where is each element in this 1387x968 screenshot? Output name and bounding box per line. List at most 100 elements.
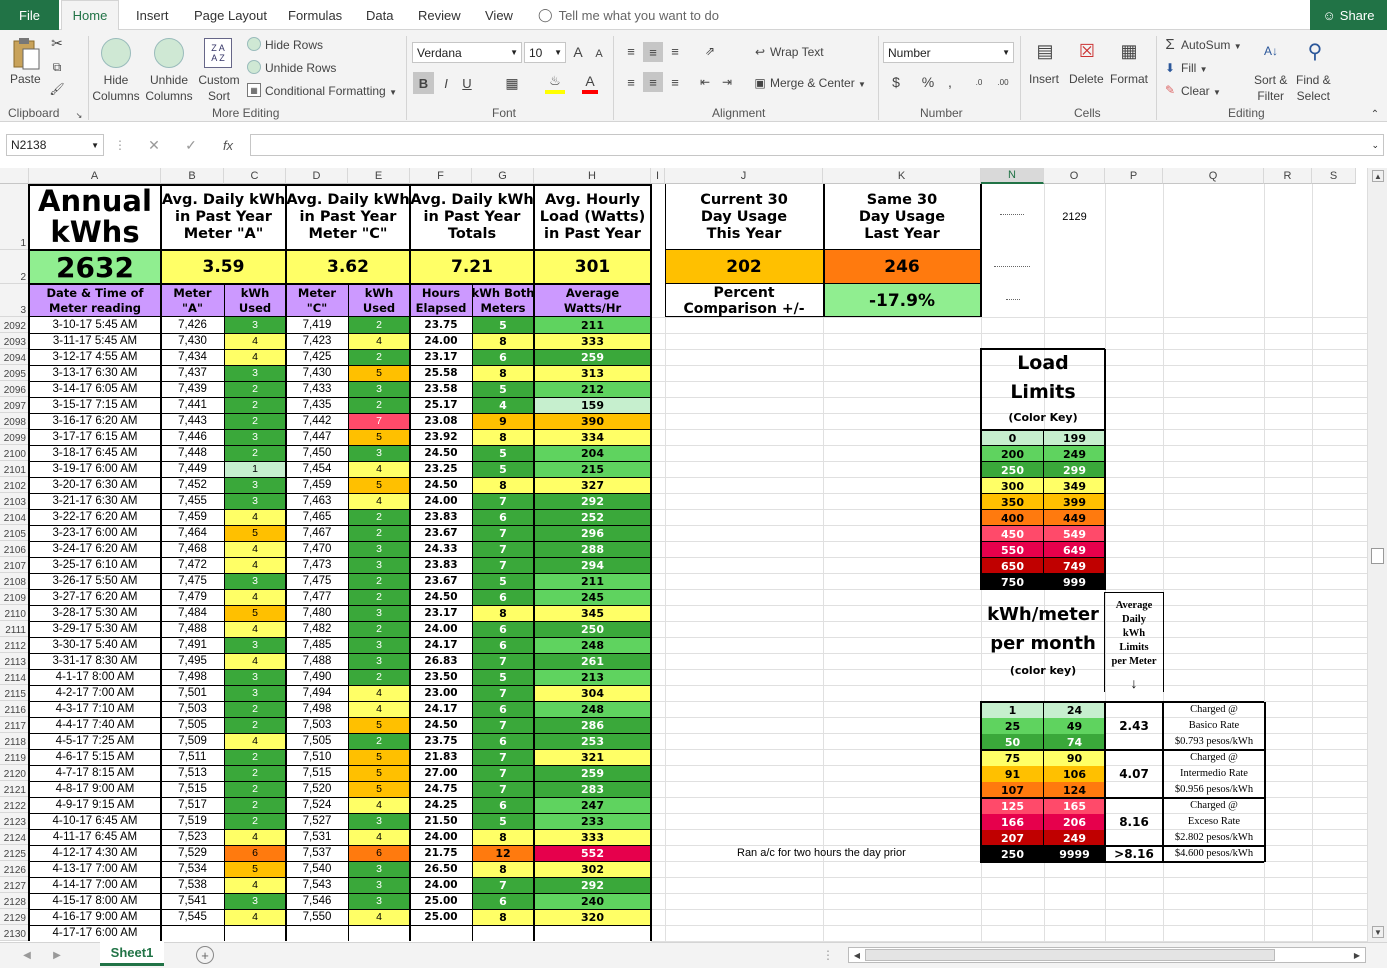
hours-elapsed-cell[interactable]: 23.50 [424, 671, 458, 683]
row-header[interactable]: 2130 [0, 925, 29, 941]
copy-icon[interactable]: ⧉ [52, 59, 62, 74]
kwh-a-cell[interactable]: 1 [224, 461, 286, 477]
kwh-a-cell[interactable]: 2 [224, 413, 286, 429]
meter-a-cell[interactable]: 7,491 [178, 639, 207, 651]
avg-watts-cell[interactable]: 288 [534, 541, 651, 557]
sheet-tab-sheet1[interactable]: Sheet1 [100, 942, 164, 966]
load-range-max[interactable]: 449 [1044, 510, 1105, 526]
row-header[interactable]: 2111 [0, 621, 29, 637]
date-time-cell[interactable]: 4-15-17 8:00 AM [52, 895, 138, 907]
meter-c-cell[interactable]: 7,515 [302, 767, 332, 779]
kwh-c-cell[interactable]: 5 [348, 717, 410, 733]
kwh-c-cell[interactable]: 3 [348, 653, 410, 669]
kwh-a-cell[interactable]: 2 [224, 781, 286, 797]
hours-elapsed-cell[interactable]: 25.00 [424, 911, 458, 923]
kwh-range-min[interactable]: 166 [981, 814, 1044, 830]
load-range-min[interactable]: 750 [981, 574, 1044, 590]
load-range-max[interactable]: 749 [1044, 558, 1105, 574]
column-header-q[interactable]: Q [1163, 168, 1264, 184]
row-header[interactable]: 2097 [0, 397, 29, 413]
prev-sheet-icon[interactable]: ◀ [23, 949, 31, 961]
hours-elapsed-cell[interactable]: 24.00 [424, 495, 458, 507]
tab-view[interactable]: View [485, 7, 513, 23]
last-year-30-day-value[interactable]: 246 [823, 250, 981, 284]
daily-limit-value[interactable]: 8.16 [1119, 815, 1149, 829]
kwh-a-cell[interactable]: 2 [224, 397, 286, 413]
kwh-both-cell[interactable]: 6 [472, 797, 534, 813]
date-time-cell[interactable]: 4-11-17 6:45 AM [52, 831, 138, 843]
load-range-min[interactable]: 550 [981, 542, 1044, 558]
avg-watts-cell[interactable]: 327 [534, 477, 651, 493]
date-time-cell[interactable]: 4-7-17 8:15 AM [55, 767, 135, 779]
down-arrow-icon[interactable]: ↓ [1130, 675, 1138, 691]
kwh-both-cell[interactable]: 7 [472, 557, 534, 573]
annual-kwhs-value[interactable]: 2632 [29, 250, 161, 284]
kwh-c-cell[interactable]: 2 [348, 573, 410, 589]
column-header-f[interactable]: F [410, 168, 472, 184]
kwh-range-min[interactable]: 25 [981, 718, 1044, 734]
summary-value[interactable]: 301 [534, 250, 651, 284]
meter-a-cell[interactable]: 7,545 [178, 911, 207, 923]
avg-watts-cell[interactable]: 390 [534, 413, 651, 429]
daily-limit-value[interactable]: 4.07 [1119, 767, 1149, 781]
meter-c-cell[interactable]: 7,540 [302, 863, 332, 875]
hours-elapsed-cell[interactable]: 24.17 [424, 639, 458, 651]
kwh-range-min[interactable]: 50 [981, 734, 1044, 750]
paste-icon[interactable] [10, 36, 42, 72]
avg-watts-cell[interactable]: 302 [534, 861, 651, 877]
load-range-max[interactable]: 999 [1044, 574, 1105, 590]
kwh-c-cell[interactable]: 5 [348, 781, 410, 797]
row-header[interactable]: 2095 [0, 365, 29, 381]
kwh-c-cell[interactable]: 3 [348, 861, 410, 877]
date-time-cell[interactable]: 4-14-17 7:00 AM [52, 879, 138, 891]
hide-columns-button[interactable]: Hide Columns [92, 72, 140, 104]
format-cells-icon[interactable]: ▦ [1120, 40, 1138, 61]
meter-a-cell[interactable]: 7,484 [178, 607, 207, 619]
meter-c-cell[interactable]: 7,467 [302, 527, 332, 539]
date-time-cell[interactable]: 4-12-17 4:30 AM [52, 847, 138, 859]
kwh-a-cell[interactable]: 4 [224, 829, 286, 845]
hours-elapsed-cell[interactable]: 21.75 [424, 847, 458, 859]
row-header[interactable]: 2110 [0, 605, 29, 621]
meter-a-cell[interactable]: 7,517 [178, 799, 207, 811]
meter-a-cell[interactable]: 7,448 [178, 447, 207, 459]
row-header[interactable]: 2093 [0, 333, 29, 349]
meter-a-cell[interactable]: 7,501 [178, 687, 207, 699]
meter-c-cell[interactable]: 7,447 [302, 431, 332, 443]
avg-watts-cell[interactable]: 259 [534, 349, 651, 365]
kwh-range-max[interactable]: 124 [1044, 782, 1105, 798]
meter-a-cell[interactable]: 7,449 [178, 463, 207, 475]
kwh-both-cell[interactable]: 8 [472, 909, 534, 925]
hours-elapsed-cell[interactable]: 27.00 [424, 767, 458, 779]
kwh-c-cell[interactable]: 2 [348, 349, 410, 365]
merge-center-button[interactable]: Merge & Center ▼ [770, 76, 866, 90]
kwh-a-cell[interactable]: 3 [224, 637, 286, 653]
hours-elapsed-cell[interactable]: 24.50 [424, 479, 458, 491]
meter-a-cell[interactable]: 7,541 [178, 895, 207, 907]
column-header-c[interactable]: C [224, 168, 286, 184]
avg-watts-cell[interactable]: 261 [534, 653, 651, 669]
hours-elapsed-cell[interactable]: 26.83 [424, 655, 458, 667]
align-left-icon[interactable]: ≡ [627, 74, 635, 90]
kwh-a-cell[interactable]: 2 [224, 749, 286, 765]
function-icon[interactable]: fx [222, 137, 234, 153]
formula-input[interactable]: ⌄ [250, 134, 1384, 156]
row-header[interactable]: 2127 [0, 877, 29, 893]
meter-c-cell[interactable]: 7,520 [302, 783, 332, 795]
date-time-cell[interactable]: 4-2-17 7:00 AM [55, 687, 135, 699]
date-time-cell[interactable]: 3-19-17 6:00 AM [52, 463, 138, 475]
kwh-c-cell[interactable]: 3 [348, 557, 410, 573]
kwh-range-min[interactable]: 207 [981, 830, 1044, 846]
row-header[interactable]: 2122 [0, 797, 29, 813]
rate-description[interactable]: Charged @ Basico Rate $0.793 pesos/kWh [1163, 702, 1265, 750]
date-time-cell[interactable]: 4-1-17 8:00 AM [55, 671, 135, 683]
date-time-cell[interactable]: 3-12-17 4:55 AM [52, 351, 138, 363]
column-header-n[interactable]: N [981, 168, 1044, 184]
column-title[interactable]: Hours Elapsed [410, 284, 472, 317]
tab-page-layout[interactable]: Page Layout [194, 7, 268, 23]
load-range-min[interactable]: 650 [981, 558, 1044, 574]
hours-elapsed-cell[interactable]: 23.83 [424, 511, 458, 523]
kwh-a-cell[interactable]: 4 [224, 877, 286, 893]
kwh-c-cell[interactable]: 3 [348, 541, 410, 557]
hide-rows-button[interactable]: Hide Rows [265, 38, 324, 52]
